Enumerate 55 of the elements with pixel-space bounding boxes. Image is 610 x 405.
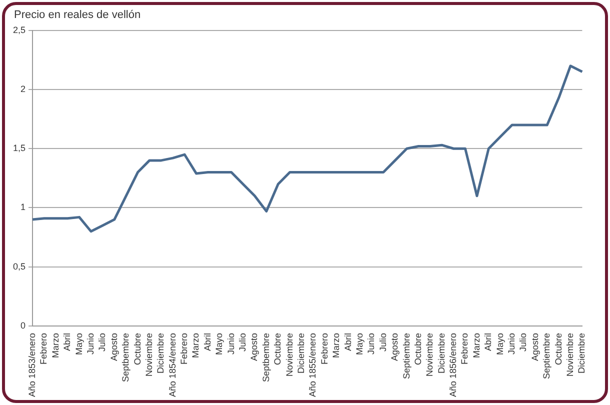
x-tick-label: Junio <box>366 332 376 354</box>
y-tick-label: 2 <box>20 84 26 94</box>
x-tick-label: Febrero <box>460 332 470 364</box>
y-tick-label: 0,5 <box>12 261 26 272</box>
x-tick-label: Diciembre <box>296 332 306 374</box>
y-axis-title: Precio en reales de vellón <box>14 9 141 21</box>
x-tick-label: Año 1854/enero <box>167 332 178 398</box>
x-tick-label: Año 1853/enero <box>26 332 37 398</box>
x-tick-label: Mayo <box>214 332 224 355</box>
x-tick-label: Junio <box>226 332 236 354</box>
x-tick-label: Marzo <box>471 332 482 358</box>
x-tick-label: Febrero <box>38 332 49 364</box>
x-tick-label: Año 1855/enero <box>308 332 318 398</box>
x-tick-label: Marzo <box>331 332 342 358</box>
x-tick-label: Mayo <box>74 332 84 355</box>
x-tick-label: Año 1856/enero <box>448 332 458 398</box>
x-tick-label: Abril <box>483 332 494 351</box>
x-tick-label: Febrero <box>179 332 190 364</box>
x-tick-label: Marzo <box>50 332 60 358</box>
x-tick-label: Septiembre <box>401 332 412 379</box>
x-tick-label: Diciembre <box>156 332 166 374</box>
x-tick-label: Abril <box>62 332 72 351</box>
x-tick-label: Julio <box>97 332 108 352</box>
y-tick-label: 2,5 <box>12 24 26 35</box>
x-tick-label: Mayo <box>354 332 364 355</box>
x-tick-label: Octubre <box>272 332 283 365</box>
x-tick-label: Junio <box>85 332 96 354</box>
x-tick-label: Agosto <box>108 332 119 361</box>
x-tick-label: Abril <box>202 332 212 351</box>
x-tick-label: Octubre <box>412 332 423 365</box>
x-tick-label: Agosto <box>249 332 260 361</box>
x-tick-label: Marzo <box>190 332 201 358</box>
x-tick-label: Diciembre <box>436 332 446 374</box>
x-tick-label: Diciembre <box>576 332 587 374</box>
x-tick-label: Septbembre <box>260 332 271 382</box>
x-tick-label: Septiembre <box>542 332 552 379</box>
y-tick-label: 1 <box>20 202 26 212</box>
x-tick-label: Julio <box>518 332 528 352</box>
x-tick-label: Noviembre <box>284 332 294 376</box>
x-tick-label: Septbembre <box>120 332 131 382</box>
x-tick-label: Octubre <box>132 332 142 365</box>
x-tick-label: Julio <box>378 332 388 352</box>
x-tick-label: Noviembre <box>564 332 575 376</box>
x-tick-label: Julio <box>238 332 248 352</box>
x-tick-label: Febrero <box>319 332 330 364</box>
x-tick-label: Agosto <box>530 332 540 361</box>
x-tick-label: Mayo <box>494 332 505 355</box>
x-tick-label: Agosto <box>390 332 400 361</box>
x-tick-label: Abril <box>342 332 353 351</box>
x-tick-label: Octubre <box>553 332 564 365</box>
y-tick-label: 0 <box>20 320 26 330</box>
x-tick-label: Noviembre <box>424 332 435 376</box>
y-tick-label: 1,5 <box>12 143 26 154</box>
x-tick-label: Noviembre <box>144 332 154 376</box>
x-tick-label: Junio <box>506 332 517 354</box>
